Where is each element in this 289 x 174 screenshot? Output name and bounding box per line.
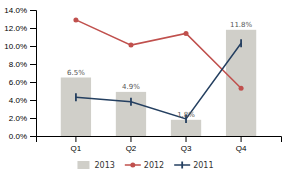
x-tick: Q4: [236, 136, 247, 153]
y-tick-mark: [30, 28, 36, 29]
data-labels: 6.5% 4.9% 1.8% 11.8%: [67, 21, 253, 119]
legend-item: 2013: [77, 161, 114, 170]
legend: 2013 2012 2011: [77, 161, 213, 170]
x-tick-label: Q3: [181, 144, 192, 153]
marker: [128, 43, 133, 48]
data-label: 6.5%: [67, 69, 85, 77]
chart: 0.0%2.0%4.0%6.0%8.0%10.0%12.0%14.0%Q1Q2Q…: [0, 0, 289, 174]
y-tick-label: 4.0%: [9, 96, 27, 105]
legend-marker: [130, 163, 135, 168]
y-tick-label: 10.0%: [4, 42, 27, 51]
marker: [130, 98, 132, 106]
x-tick: Q3: [181, 136, 192, 153]
y-tick-mark: [30, 46, 36, 47]
bar: [61, 78, 91, 137]
y-tick-label: 14.0%: [4, 6, 27, 15]
marks: [61, 17, 256, 136]
marker: [240, 39, 242, 47]
marker: [75, 93, 77, 101]
y-tick: 14.0%: [4, 6, 36, 15]
x-tick: Q1: [71, 136, 82, 153]
marker: [73, 17, 78, 22]
y-tick-label: 8.0%: [9, 60, 27, 69]
markers: [76, 39, 241, 123]
data-label: 4.9%: [122, 83, 140, 91]
data-label: 1.8%: [177, 111, 195, 119]
bar-series: [61, 30, 256, 136]
y-tick-label: 2.0%: [9, 114, 27, 123]
y-axis: 0.0% 2.0% 4.0% 6.0% 8.0% 10.0% 12.0% 14.0%: [4, 6, 36, 141]
y-tick: 8.0%: [9, 60, 36, 69]
legend-swatch: [77, 161, 89, 169]
legend-marker: [181, 162, 183, 169]
x-tick-label: Q1: [71, 144, 82, 153]
x-tick-mark: [241, 136, 242, 142]
y-tick: 12.0%: [4, 24, 36, 33]
x-axis: Q1 Q2 Q3 Q4: [37, 136, 282, 153]
data-label: 11.8%: [230, 21, 253, 29]
plot: 0.0%2.0%4.0%6.0%8.0%10.0%12.0%14.0%Q1Q2Q…: [4, 6, 281, 153]
y-tick: 2.0%: [9, 114, 36, 123]
bar: [116, 92, 146, 136]
y-tick: 10.0%: [4, 42, 36, 51]
x-tick: Q2: [126, 136, 137, 153]
marker: [184, 31, 189, 36]
y-tick-mark: [30, 64, 36, 65]
y-tick-label: 12.0%: [4, 24, 27, 33]
y-tick-label: 0.0%: [9, 132, 27, 141]
marker: [239, 86, 244, 91]
x-axis-line: [37, 137, 282, 143]
x-tick-mark: [130, 136, 131, 142]
y-tick: 0.0%: [9, 132, 36, 141]
legend-item: 2011: [174, 161, 213, 170]
y-tick: 4.0%: [9, 96, 36, 105]
y-tick: 6.0%: [9, 78, 36, 87]
x-tick-mark: [186, 136, 187, 142]
x-tick-mark: [75, 136, 76, 142]
legend-label: 2011: [193, 161, 213, 170]
line: [76, 43, 241, 119]
y-tick-label: 6.0%: [9, 78, 27, 87]
y-tick-mark: [30, 100, 36, 101]
x-tick-label: Q2: [126, 144, 137, 153]
y-tick-mark: [30, 82, 36, 83]
bar: [226, 30, 256, 136]
legend-item: 2012: [125, 161, 164, 170]
legend-label: 2012: [144, 161, 164, 170]
markers: [73, 17, 243, 90]
x-tick-label: Q4: [236, 144, 247, 153]
y-tick-mark: [30, 10, 36, 11]
y-tick-mark: [30, 118, 36, 119]
legend-label: 2013: [94, 161, 114, 170]
y-tick-mark: [30, 136, 36, 137]
y-axis-line: [30, 11, 37, 137]
